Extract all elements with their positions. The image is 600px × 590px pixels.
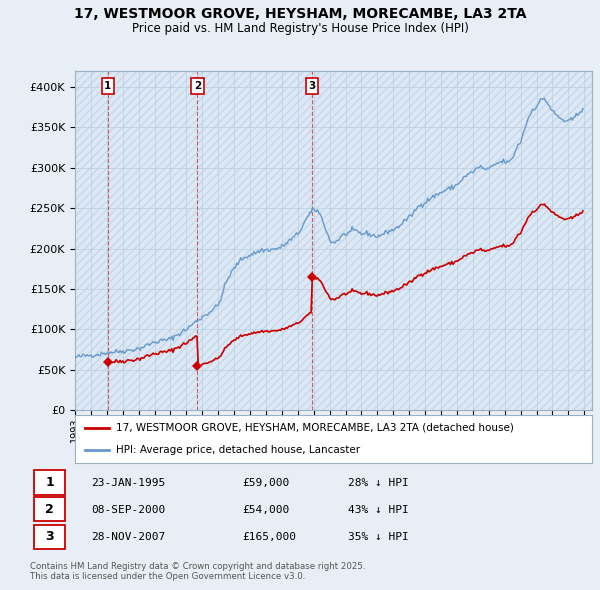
Text: 08-SEP-2000: 08-SEP-2000 <box>91 505 166 514</box>
Text: 3: 3 <box>45 530 54 543</box>
FancyBboxPatch shape <box>34 497 65 522</box>
Text: 1: 1 <box>104 81 112 91</box>
FancyBboxPatch shape <box>34 470 65 494</box>
Text: HPI: Average price, detached house, Lancaster: HPI: Average price, detached house, Lanc… <box>116 445 361 455</box>
Text: 3: 3 <box>308 81 316 91</box>
Text: £165,000: £165,000 <box>242 532 296 542</box>
Bar <box>75 71 592 410</box>
Text: 43% ↓ HPI: 43% ↓ HPI <box>348 505 409 514</box>
Text: 2: 2 <box>45 503 54 516</box>
Text: 35% ↓ HPI: 35% ↓ HPI <box>348 532 409 542</box>
Text: £59,000: £59,000 <box>242 478 289 488</box>
Text: 17, WESTMOOR GROVE, HEYSHAM, MORECAMBE, LA3 2TA: 17, WESTMOOR GROVE, HEYSHAM, MORECAMBE, … <box>74 7 526 21</box>
FancyBboxPatch shape <box>34 525 65 549</box>
Text: 28-NOV-2007: 28-NOV-2007 <box>91 532 166 542</box>
Text: 28% ↓ HPI: 28% ↓ HPI <box>348 478 409 488</box>
Text: £54,000: £54,000 <box>242 505 289 514</box>
Text: 23-JAN-1995: 23-JAN-1995 <box>91 478 166 488</box>
Text: 17, WESTMOOR GROVE, HEYSHAM, MORECAMBE, LA3 2TA (detached house): 17, WESTMOOR GROVE, HEYSHAM, MORECAMBE, … <box>116 423 514 433</box>
Text: Contains HM Land Registry data © Crown copyright and database right 2025.
This d: Contains HM Land Registry data © Crown c… <box>30 562 365 581</box>
Text: Price paid vs. HM Land Registry's House Price Index (HPI): Price paid vs. HM Land Registry's House … <box>131 22 469 35</box>
Text: 1: 1 <box>45 476 54 489</box>
Text: 2: 2 <box>194 81 201 91</box>
